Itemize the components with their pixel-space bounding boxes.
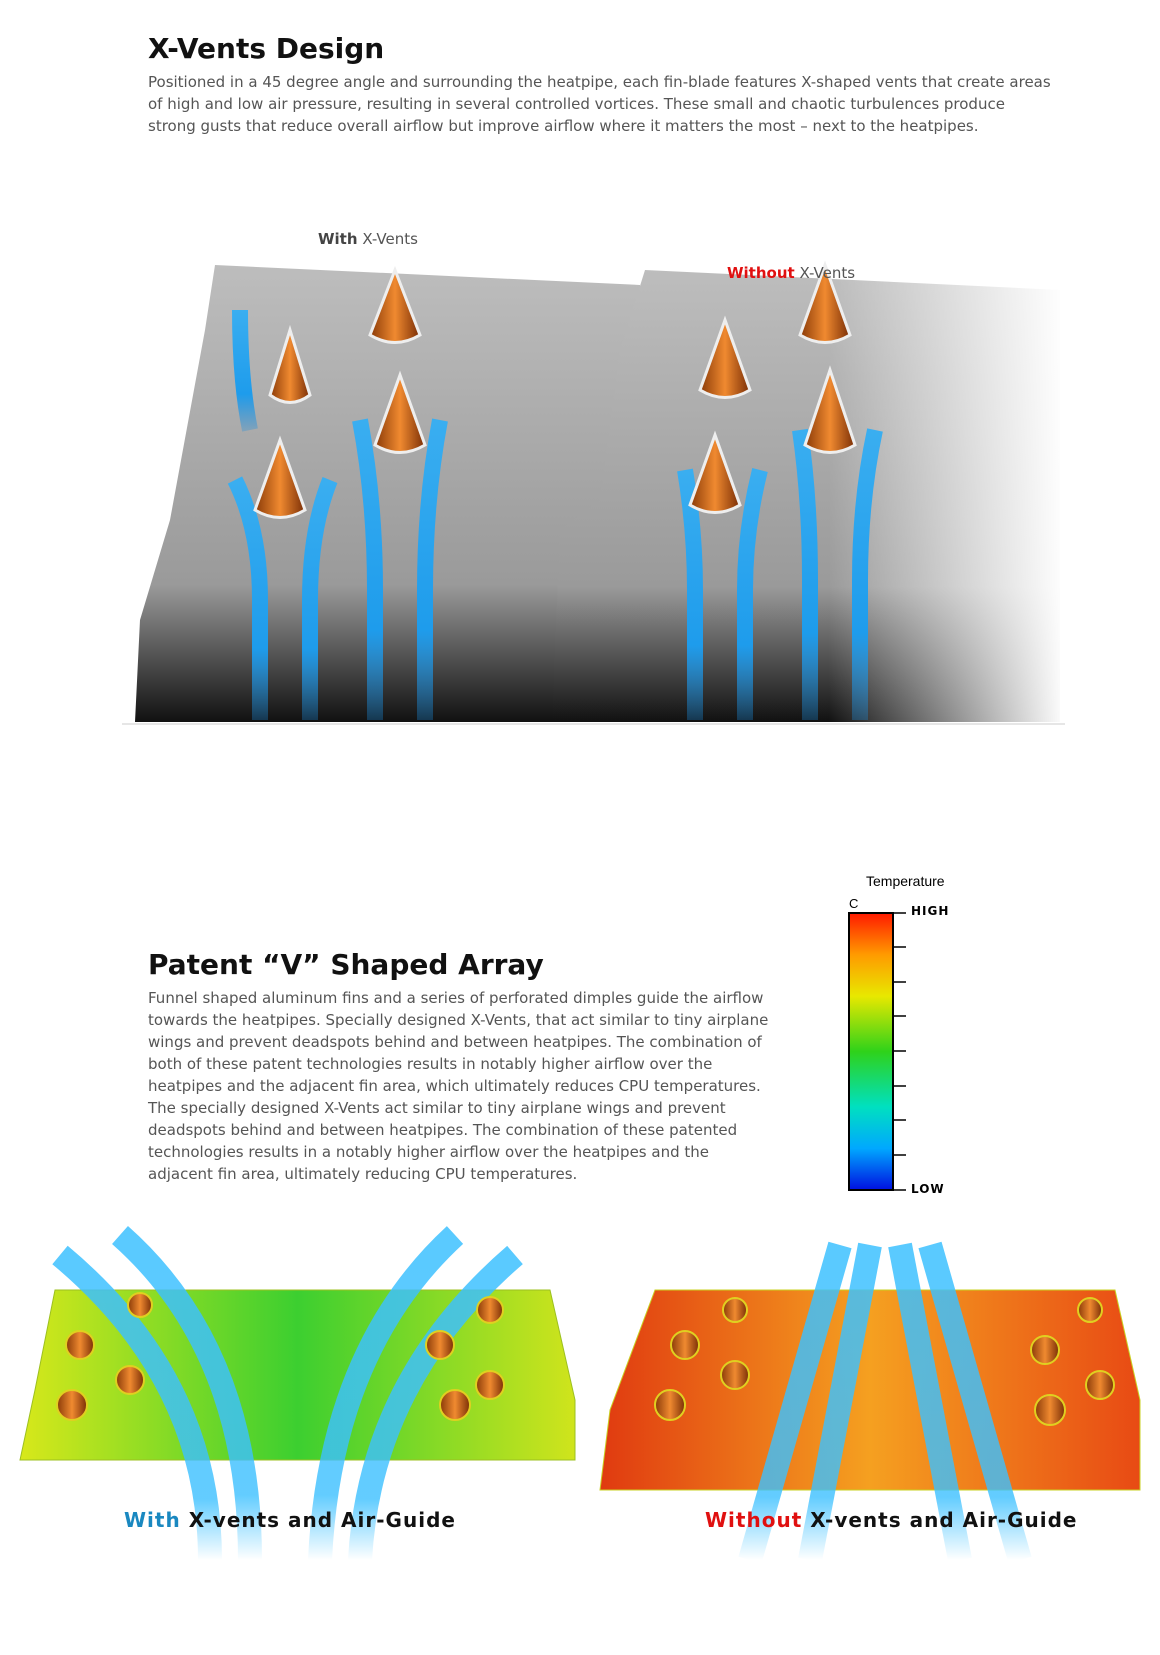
- legend-low: LOW: [911, 1182, 945, 1196]
- label-em: With: [124, 1508, 181, 1532]
- label-em: Without: [705, 1508, 803, 1532]
- image-label: With X-vents and Air-Guide: [124, 1508, 456, 1532]
- image-label: With X-Vents: [318, 230, 418, 248]
- label-em: Without: [727, 264, 795, 282]
- legend-unit: C: [849, 896, 859, 911]
- legend-high: HIGH: [911, 904, 950, 918]
- section-body: Positioned in a 45 degree angle and surr…: [148, 73, 1051, 135]
- section-body: Funnel shaped aluminum fins and a series…: [148, 989, 769, 1183]
- section-title: Patent “V” Shaped Array: [148, 948, 544, 981]
- image-label: Without X-vents and Air-Guide: [705, 1508, 1078, 1532]
- legend-title: Temperature: [866, 873, 945, 889]
- label-em: With: [318, 230, 358, 248]
- label-text: X-Vents: [799, 264, 856, 282]
- label-text: X-vents and Air-Guide: [810, 1508, 1078, 1532]
- section-title: X-Vents Design: [148, 32, 385, 65]
- label-text: X-Vents: [362, 230, 418, 248]
- image-label: Without X-Vents: [727, 264, 855, 282]
- label-text: X-vents and Air-Guide: [188, 1508, 456, 1532]
